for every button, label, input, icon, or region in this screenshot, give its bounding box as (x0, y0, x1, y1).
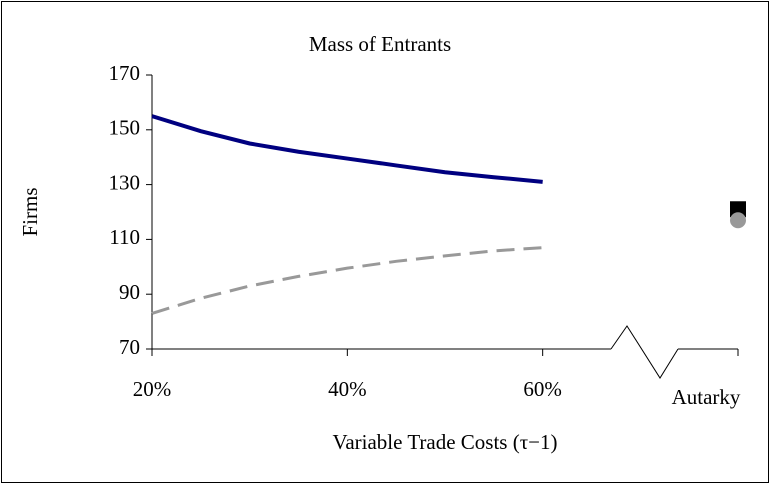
y-tick-label: 170 (109, 61, 141, 85)
x-axis-label: Variable Trade Costs (τ−1) (332, 430, 557, 454)
y-axis-label: Firms (18, 187, 42, 236)
y-tick-label: 110 (109, 225, 140, 249)
y-tick-label: 150 (109, 116, 141, 140)
x-tick-label: 40% (328, 377, 367, 401)
series-line (151, 246, 543, 315)
axis-break (610, 325, 679, 379)
y-tick-label: 90 (119, 280, 140, 304)
y-tick-label: 130 (109, 170, 141, 194)
series-line (151, 114, 543, 184)
marker (730, 212, 746, 229)
y-tick-label: 70 (119, 335, 140, 359)
x-tick-label: 20% (133, 377, 172, 401)
chart-title: Mass of Entrants (309, 32, 451, 56)
x-tick-label: Autarky (672, 385, 741, 409)
marker (730, 201, 746, 218)
x-tick-label: 60% (523, 377, 562, 401)
